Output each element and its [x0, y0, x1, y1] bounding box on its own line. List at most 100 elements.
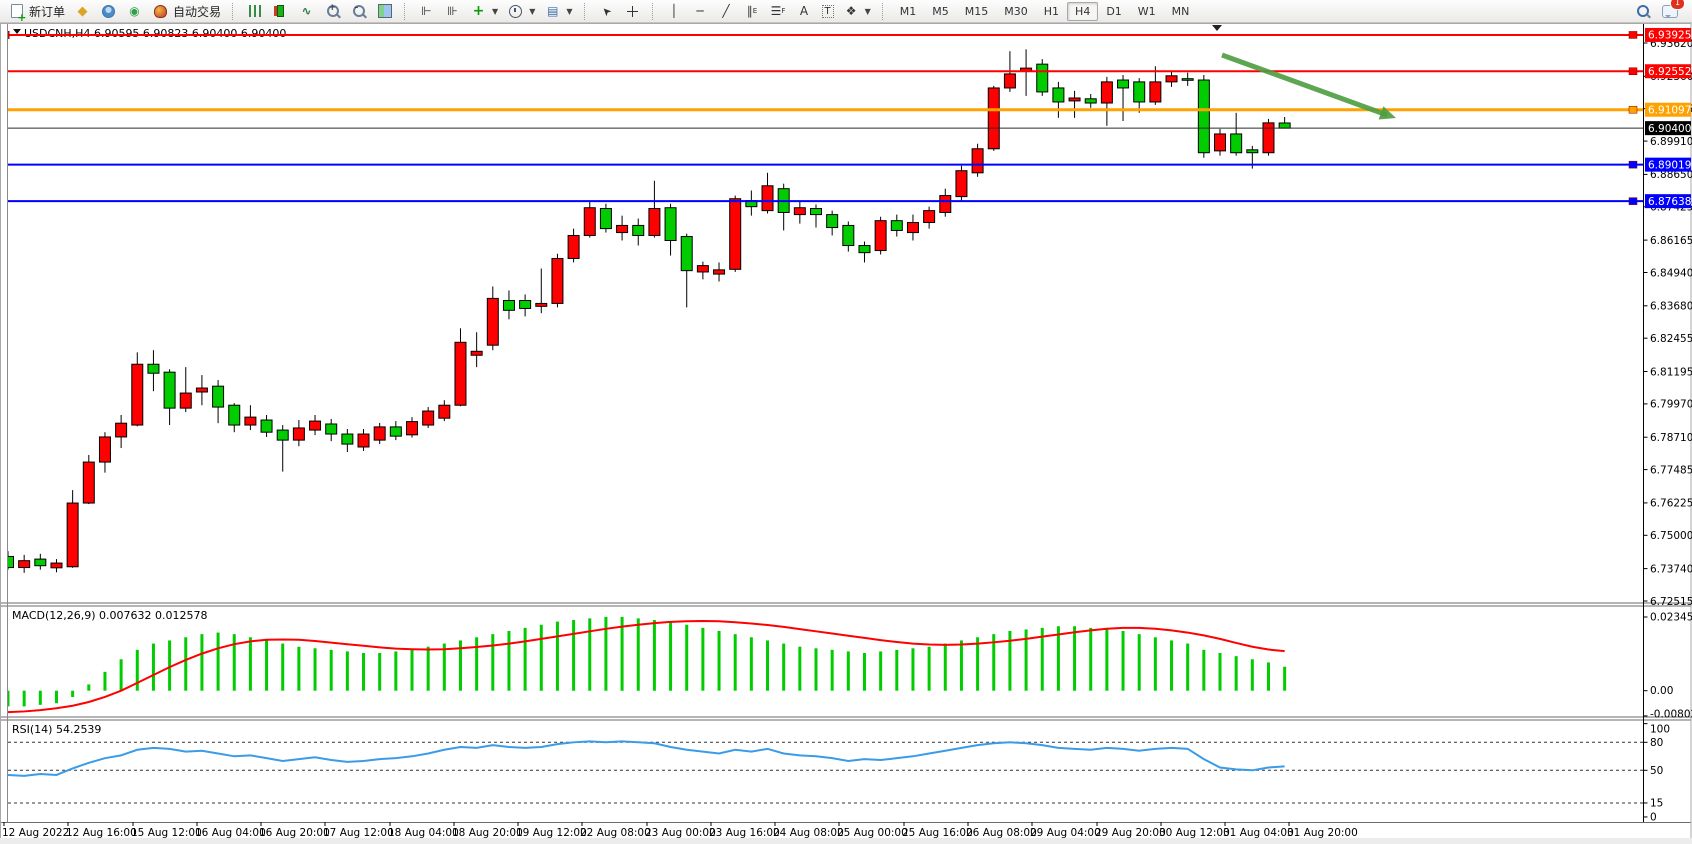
price-tick-label: 6.77485: [1650, 464, 1692, 476]
cursor-icon: ➤: [598, 3, 614, 19]
chart-shift-marker-icon[interactable]: [1212, 25, 1222, 31]
candle-body: [583, 207, 596, 236]
macd-indicator-label: MACD(12,26,9) 0.007632 0.012578: [12, 609, 208, 622]
auto-trading-button[interactable]: 自动交易: [148, 1, 225, 22]
trend-arrow-object[interactable]: [1221, 52, 1388, 118]
timeframe-button-M1[interactable]: M1: [899, 4, 917, 18]
add-indicator-button[interactable]: + ▼: [466, 1, 502, 22]
trend-arrow-head: [1378, 106, 1396, 120]
timeframe-button-MN[interactable]: MN: [1171, 4, 1190, 18]
new-order-label: 新订单: [29, 4, 66, 19]
macd-axis-label: 0.00: [1650, 685, 1673, 697]
timeframe-button-M5[interactable]: M5: [932, 4, 949, 18]
candle-body: [1165, 75, 1178, 83]
timeframe-button-M30[interactable]: M30: [1004, 4, 1028, 18]
symbol-marker-icon: [13, 29, 21, 34]
candle-body: [632, 224, 645, 236]
channel-icon: ∥: [744, 3, 761, 20]
mql-market-button[interactable]: ◆: [70, 1, 95, 22]
candlestick-chart-button[interactable]: [268, 1, 293, 22]
candle-body: [648, 208, 661, 236]
candle-body: [357, 433, 370, 448]
cursor-button[interactable]: ➤: [594, 1, 619, 22]
zoom-in-button[interactable]: +: [320, 1, 345, 22]
candle-body: [179, 392, 192, 409]
community-icon: [100, 3, 117, 20]
auto-scroll-icon: ⊩: [421, 4, 432, 18]
candle-body: [276, 429, 289, 441]
bar-chart-button[interactable]: [242, 1, 267, 22]
candle-body: [438, 404, 451, 419]
line-handle[interactable]: [1628, 105, 1638, 114]
channel-button[interactable]: ∥: [740, 1, 765, 22]
timeframe-button-H1[interactable]: H1: [1043, 4, 1060, 18]
candle-body: [1181, 78, 1194, 81]
candle-body: [406, 421, 418, 436]
chevron-down-icon: ▼: [492, 6, 499, 16]
price-tick-label: 6.84940: [1650, 267, 1692, 279]
rsi-axis-label: 0: [1650, 811, 1657, 823]
line-handle[interactable]: [2, 30, 10, 39]
line-handle[interactable]: [1628, 31, 1638, 39]
text-button[interactable]: A: [792, 1, 817, 22]
shapes-button[interactable]: ❖ ▼: [839, 1, 875, 22]
crosshair-icon: [624, 3, 641, 20]
line-handle[interactable]: [1628, 160, 1638, 169]
zoom-out-button[interactable]: -: [346, 1, 371, 22]
candle-body: [486, 297, 499, 346]
chevron-down-icon: ▼: [566, 6, 573, 16]
vertical-line-button[interactable]: │: [662, 1, 687, 22]
candle-body: [842, 224, 855, 247]
timeframe-button-H4[interactable]: H4: [1067, 1, 1099, 21]
timeframe-button-D1[interactable]: D1: [1106, 4, 1122, 18]
signals-button[interactable]: ◉: [122, 1, 147, 22]
line-chart-button[interactable]: ∿: [294, 1, 319, 22]
timeframe-button-M15[interactable]: M15: [964, 4, 989, 18]
auto-trading-icon: [152, 3, 169, 20]
label-button[interactable]: T: [818, 1, 838, 22]
window-border: [0, 23, 1692, 843]
auto-trading-label: 自动交易: [173, 4, 222, 19]
timeframe-group: M1 M5 M15 M30 H1 H4 D1 W1 MN: [892, 1, 1198, 21]
search-icon[interactable]: [1634, 3, 1651, 20]
candle-body: [696, 265, 709, 273]
add-indicator-icon: +: [472, 3, 485, 19]
candle-body: [1246, 149, 1259, 154]
candle-body: [664, 207, 677, 242]
line-handle[interactable]: [1628, 197, 1638, 205]
vertical-line-icon: │: [670, 4, 678, 18]
chart-shift-button[interactable]: ⊪: [440, 1, 465, 22]
toolbar-separator: [232, 2, 237, 20]
line-handle[interactable]: [1628, 67, 1638, 75]
candle-body: [858, 245, 871, 254]
periods-button[interactable]: ▼: [503, 1, 539, 22]
fibonacci-button[interactable]: ☰: [766, 1, 791, 22]
label-icon: T: [821, 4, 834, 18]
tile-windows-button[interactable]: [372, 1, 397, 22]
price-badge: [1645, 121, 1691, 136]
macd-axis-label: 0.023454: [1650, 612, 1692, 624]
candle-body: [341, 433, 354, 445]
price-badge: [1645, 27, 1691, 42]
price-tick-label: 6.93620: [1650, 38, 1692, 50]
candle-body: [212, 385, 225, 408]
notification-badge: 1: [1670, 0, 1685, 10]
auto-scroll-button[interactable]: ⊩: [414, 1, 439, 22]
price-tick-label: 6.81195: [1650, 366, 1692, 378]
rsi-axis-label: 100: [1650, 724, 1670, 736]
community-button[interactable]: [96, 1, 121, 22]
toolbar-separator: [404, 2, 409, 20]
chat-button[interactable]: 1: [1661, 0, 1685, 20]
crosshair-button[interactable]: [620, 1, 645, 22]
trendline-button[interactable]: ╱: [714, 1, 739, 22]
macd-panel: [8, 616, 1287, 714]
candle-body: [616, 224, 629, 234]
tile-windows-icon: [376, 3, 393, 20]
templates-button[interactable]: ▤ ▼: [540, 1, 576, 22]
candle-body: [810, 208, 822, 216]
new-order-button[interactable]: 新订单: [4, 1, 69, 23]
timeframe-button-W1[interactable]: W1: [1137, 4, 1156, 18]
macd-signal-line: [8, 619, 1285, 714]
horizontal-line-button[interactable]: ─: [688, 1, 713, 22]
